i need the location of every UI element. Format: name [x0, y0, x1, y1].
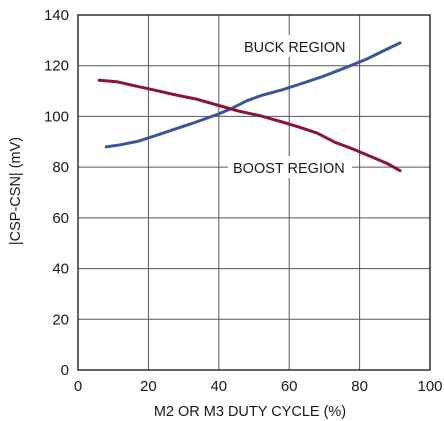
y-tick-label: 100 [44, 108, 69, 125]
x-tick-label: 40 [210, 378, 227, 395]
tick-layer: 0 20 40 60 80 100 0 20 40 60 80 100 120 140 [44, 7, 443, 395]
x-tick-label: 80 [351, 378, 368, 395]
y-tick-label: 0 [61, 362, 69, 379]
series-layer [97, 41, 402, 173]
x-tick-label: 0 [74, 378, 82, 395]
y-tick-label: 80 [52, 159, 69, 176]
x-tick-label: 60 [281, 378, 298, 395]
buck-region-label: BUCK REGION [244, 40, 346, 56]
y-tick-label: 40 [52, 261, 69, 278]
buck-region-line [104, 41, 402, 149]
x-axis-title: M2 OR M3 DUTY CYCLE (%) [154, 404, 346, 420]
y-tick-label: 140 [44, 7, 69, 24]
x-tick-label: 20 [140, 378, 157, 395]
boost-region-label: BOOST REGION [233, 161, 345, 177]
y-tick-label: 60 [52, 210, 69, 227]
y-axis-title: |CSP-CSN| (mV) [8, 137, 24, 245]
annotation-layer: BUCK REGION BOOST REGION [228, 35, 356, 178]
buck-region-label-bg [238, 35, 356, 57]
y-tick-label: 120 [44, 58, 69, 75]
boost-region-label-bg [228, 156, 352, 178]
grid [77, 14, 431, 371]
x-tick-label: 100 [417, 378, 442, 395]
y-tick-label: 20 [52, 311, 69, 328]
boost-region-line [97, 78, 402, 173]
plot-frame [77, 14, 431, 371]
